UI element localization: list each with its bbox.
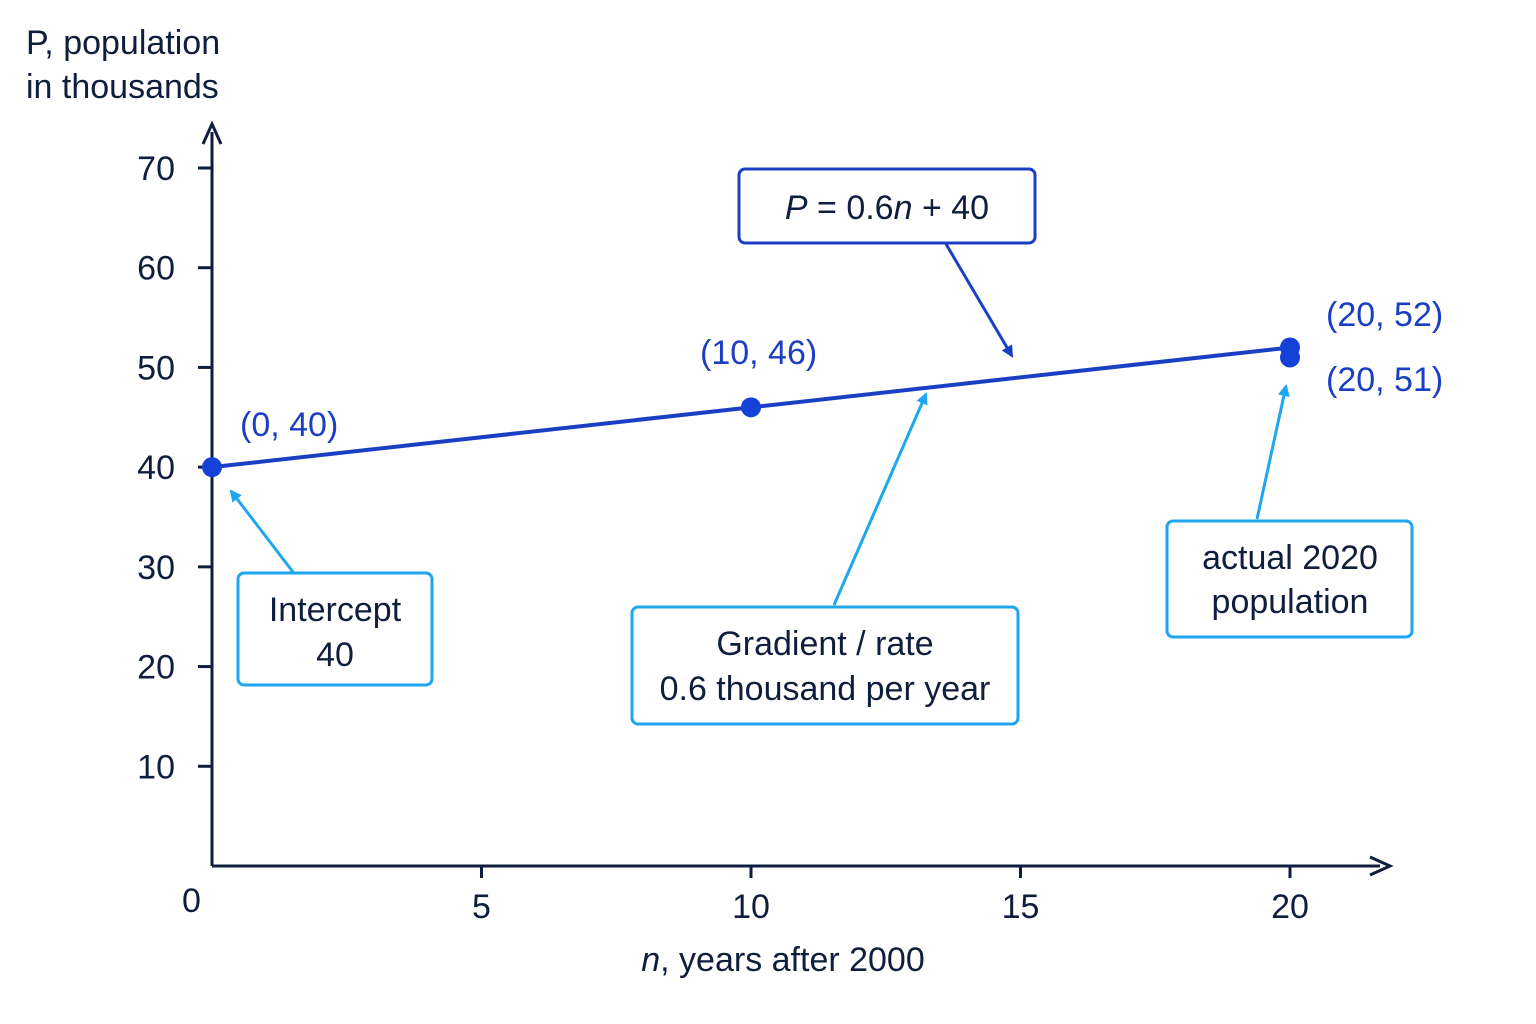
series	[202, 337, 1300, 478]
origin-label: 0	[182, 882, 201, 920]
data-point-20-51	[1280, 347, 1300, 368]
gradient-arrow	[832, 392, 928, 606]
actual-2020-text-line-1: actual 2020	[1202, 539, 1378, 577]
x-ticks: 5 10 15 20	[472, 866, 1309, 926]
actual-2020-text-line-2: population	[1212, 583, 1369, 621]
x-axis-label-rest: , years after 2000	[660, 941, 925, 979]
y-tick-label-40: 40	[137, 449, 175, 487]
point-label-10-46: (10, 46)	[700, 334, 817, 372]
x-tick-label-20: 20	[1271, 888, 1309, 926]
gradient-box	[630, 605, 1020, 726]
y-tick-label-10: 10	[137, 748, 175, 786]
y-axis-label-line-2: in thousands	[26, 68, 219, 106]
equation-text: P = 0.6n + 40	[785, 189, 989, 227]
gradient-text-line-2: 0.6 thousand per year	[660, 670, 991, 708]
equation-rhs: + 40	[913, 189, 990, 227]
y-axis-label-line-1: P, population	[26, 24, 220, 62]
actual-2020-arrow	[1255, 384, 1290, 520]
data-point-0-40	[202, 457, 222, 478]
gradient-text-line-1: Gradient / rate	[716, 625, 933, 663]
point-label-0-40: (0, 40)	[240, 406, 338, 444]
equation-box	[737, 167, 1037, 245]
y-tick-label-60: 60	[137, 250, 175, 288]
equation-lhs: P	[785, 189, 808, 227]
equation-mid: = 0.6	[808, 189, 894, 227]
y-tick-label-20: 20	[137, 649, 175, 687]
x-tick-label-5: 5	[472, 888, 491, 926]
actual-2020-box	[1165, 519, 1414, 639]
x-axis-label: n, years after 2000	[641, 941, 925, 979]
point-label-20-51: (20, 51)	[1326, 361, 1443, 399]
intercept-arrow	[229, 489, 295, 573]
y-tick-label-70: 70	[137, 150, 175, 188]
y-ticks: 10 20 30 40 50 60 70	[137, 150, 212, 786]
x-axis-label-var: n	[641, 941, 660, 979]
equation-var: n	[894, 189, 913, 227]
x-tick-label-15: 15	[1002, 888, 1040, 926]
x-axis-arrowhead	[1369, 855, 1394, 877]
intercept-text-line-1: Intercept	[269, 591, 402, 629]
y-tick-label-30: 30	[137, 549, 175, 587]
point-label-20-52: (20, 52)	[1326, 296, 1443, 334]
x-tick-label-10: 10	[732, 888, 770, 926]
intercept-text-line-2: 40	[316, 636, 354, 674]
y-tick-label-50: 50	[137, 349, 175, 387]
intercept-box	[236, 571, 434, 687]
equation-arrow	[944, 243, 1014, 358]
y-axis-arrowhead	[201, 120, 223, 145]
data-point-10-46	[741, 397, 761, 418]
